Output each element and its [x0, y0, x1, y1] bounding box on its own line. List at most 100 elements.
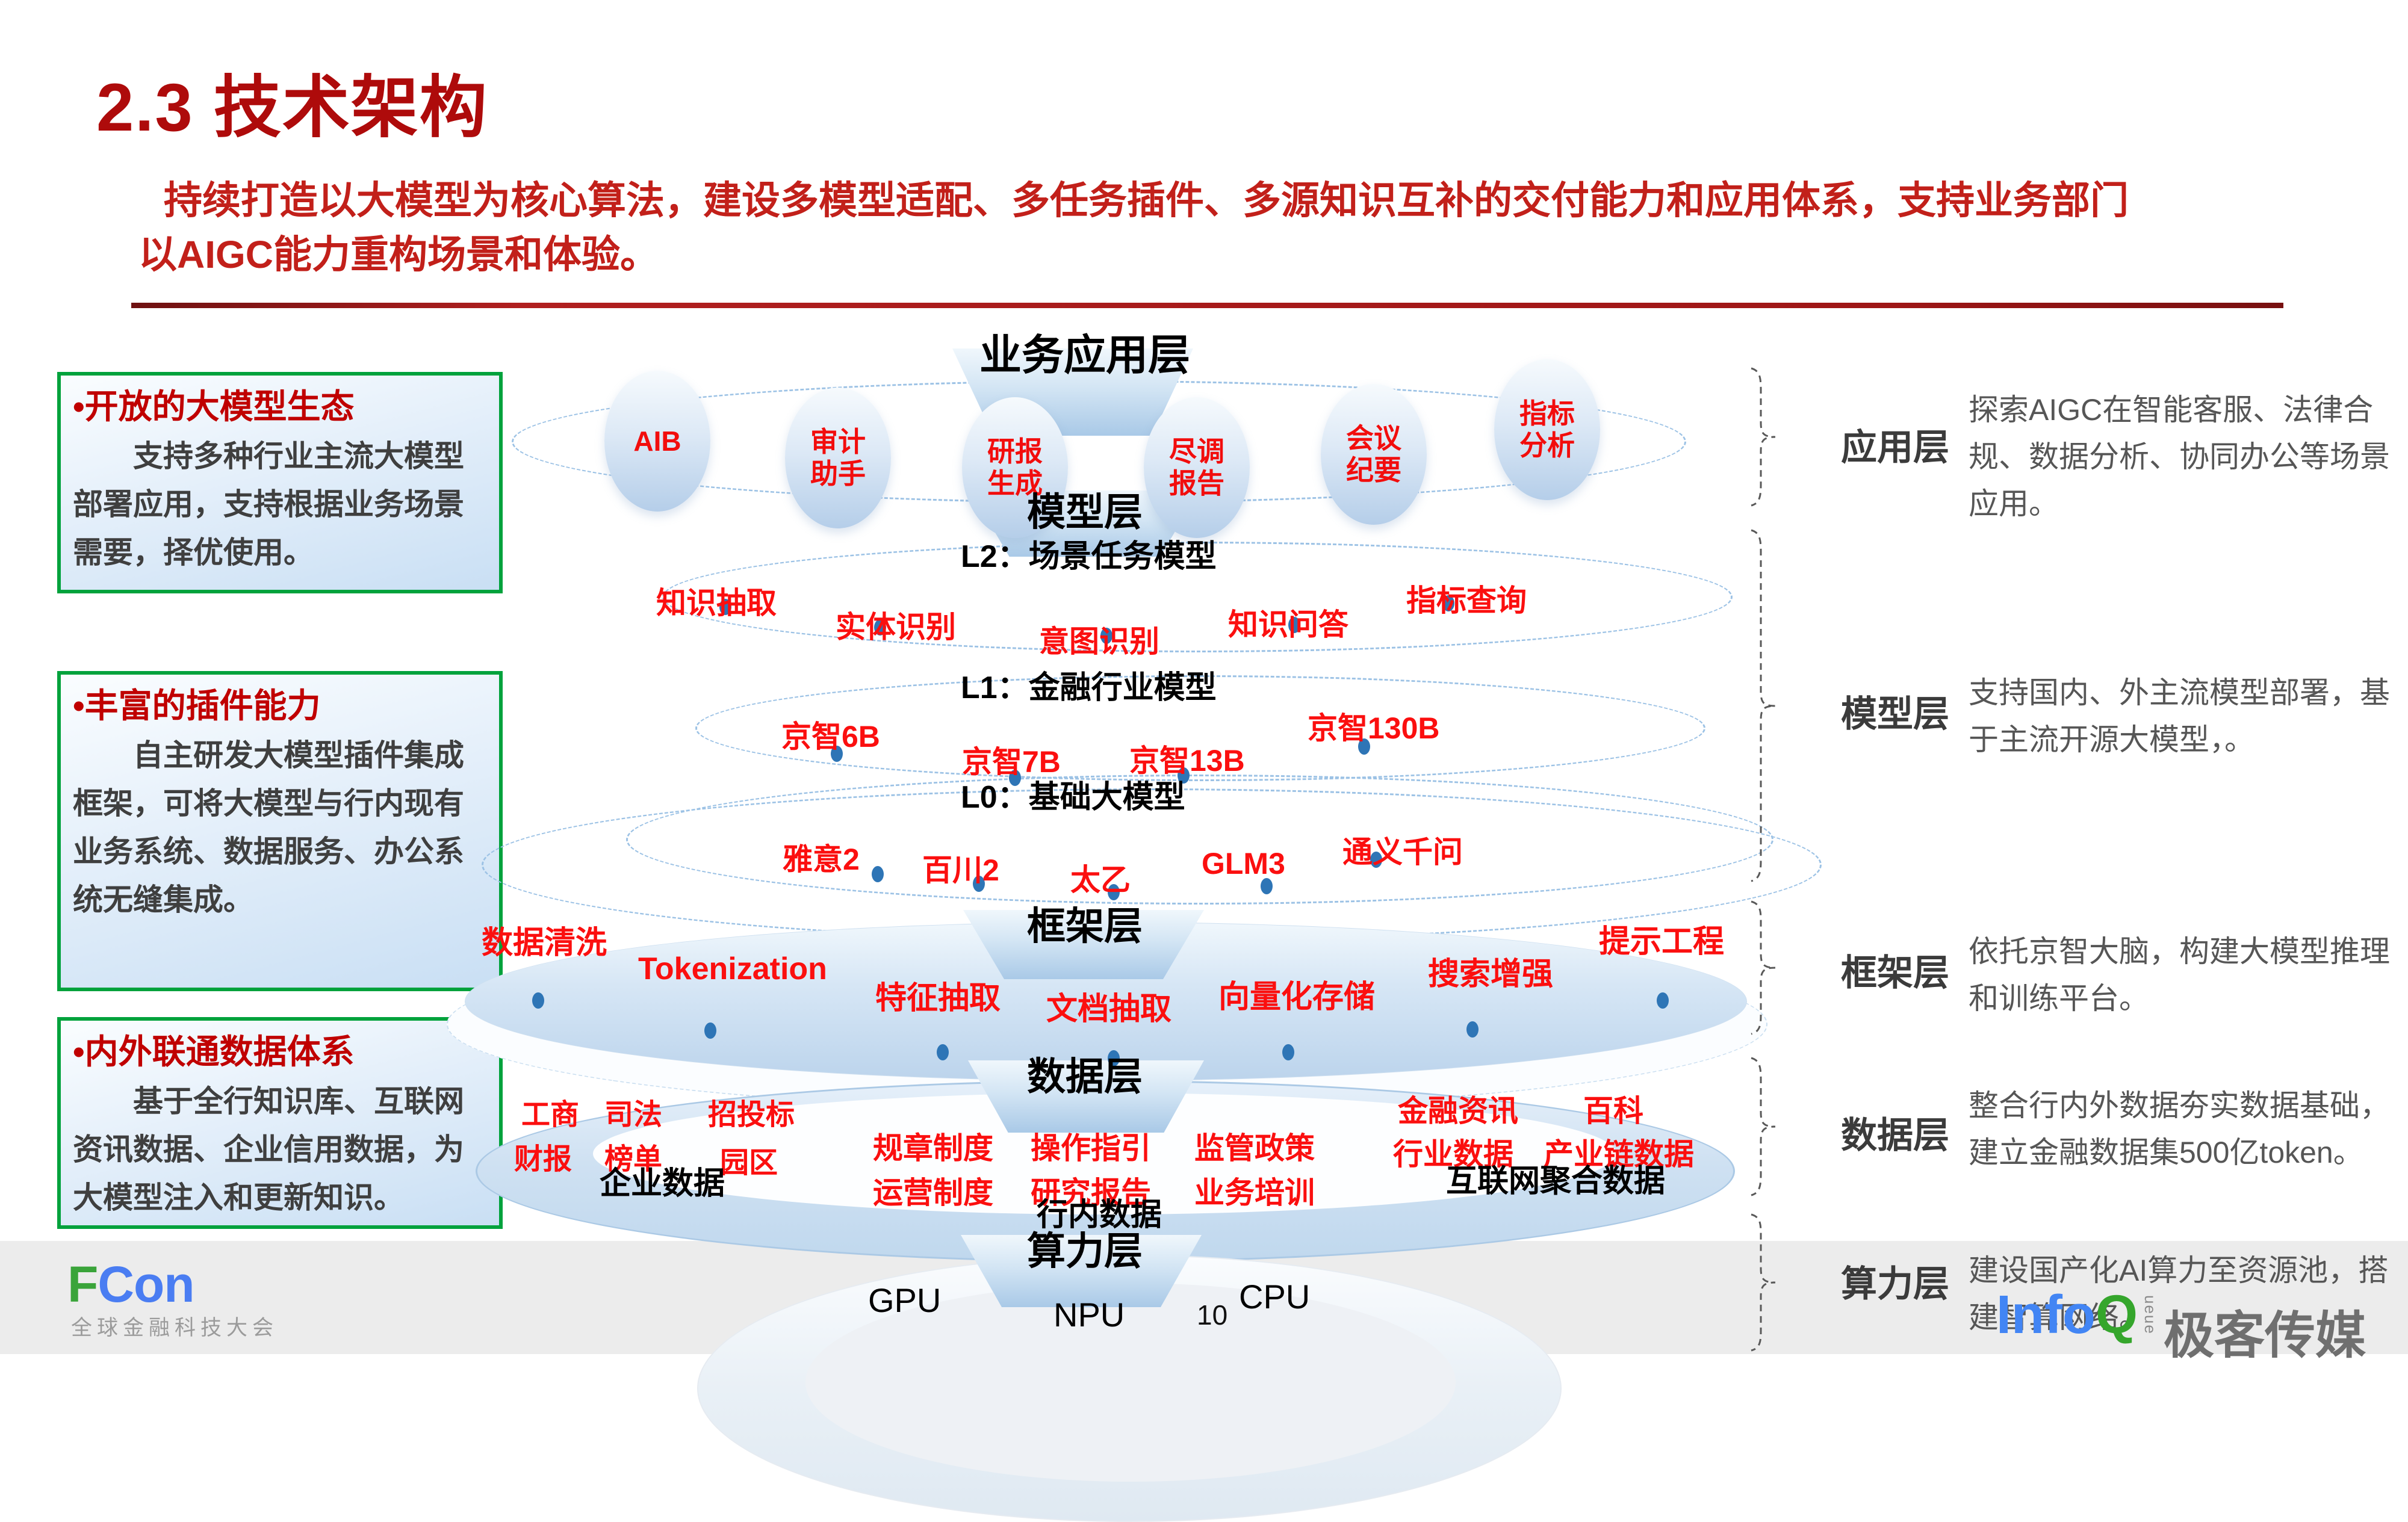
data-layer-trapezoid — [968, 1060, 1204, 1133]
node-dot — [1466, 1021, 1479, 1038]
data-item-internal: 业务培训 — [1194, 1176, 1315, 1210]
info-box-model-ecosystem: •开放的大模型生态 支持多种行业主流大模型部署应用，支持根据业务场景需要，择优使… — [57, 372, 503, 593]
info-box-body: 支持多种行业主流大模型部署应用，支持根据业务场景需要，择优使用。 — [73, 439, 464, 569]
node-dot — [937, 1044, 949, 1060]
app-ellipse-report-generation: 研报生成 — [962, 397, 1068, 538]
right-label-compute: 算力层 — [1841, 1264, 1949, 1304]
brace-model-layer — [1751, 529, 1776, 882]
data-item-enterprise: 榜单 — [604, 1143, 663, 1175]
data-item-internet: 产业链数据 — [1544, 1137, 1694, 1171]
node-dot — [1178, 767, 1190, 784]
page-number: 10 — [1197, 1299, 1228, 1331]
framework-item: 提示工程 — [1599, 924, 1725, 959]
data-item-internet: 百科 — [1583, 1094, 1643, 1128]
model-layer-label: 模型层 — [1027, 490, 1143, 534]
compute-item-gpu: GPU — [868, 1281, 942, 1319]
data-item-internal: 操作指引 — [1031, 1131, 1151, 1165]
framework-item: 数据清洗 — [482, 926, 607, 961]
framework-item: 搜索增强 — [1428, 957, 1554, 992]
node-dot — [1282, 1044, 1294, 1060]
info-box-body: 基于全行知识库、互联网资讯数据、企业信用数据，为大模型注入和更新知识。 — [73, 1084, 464, 1214]
data-item-internal: 运营制度 — [873, 1176, 993, 1210]
data-item-internet: 行业数据 — [1393, 1137, 1513, 1171]
brace-data-layer — [1751, 1057, 1776, 1196]
node-dot — [1108, 884, 1120, 900]
node-dot — [1100, 628, 1112, 644]
data-item-enterprise: 司法 — [604, 1099, 663, 1131]
infoq-logo-q: Q — [2095, 1285, 2138, 1345]
l2-item: 意图识别 — [1039, 625, 1159, 658]
l0-item: GLM3 — [1202, 847, 1285, 880]
subtitle-line-2: 以AIGC能力重构场景和体验。 — [138, 233, 659, 276]
right-label-framework: 框架层 — [1841, 953, 1949, 993]
infoq-brand-name: 极客传媒 — [2164, 1307, 2366, 1364]
l0-title: L0：基础大模型 — [961, 780, 1185, 815]
node-dot — [1009, 770, 1021, 786]
framework-layer-trapezoid — [963, 910, 1204, 979]
compute-item-cpu: CPU — [1239, 1278, 1311, 1316]
node-dot — [719, 599, 731, 615]
right-desc-application: 探索AIGC在智能客服、法律合规、数据分析、协同办公等场景应用。 — [1969, 393, 2390, 521]
app-label: 审计助手 — [810, 426, 866, 489]
node-dot — [1108, 1050, 1120, 1066]
l1-item: 京智130B — [1308, 711, 1440, 745]
app-ellipse-aib: AIB — [604, 371, 710, 512]
l2-item: 知识抽取 — [656, 586, 777, 620]
data-item-enterprise: 财报 — [514, 1143, 573, 1175]
app-ellipse-indicator-analysis: 指标分析 — [1494, 359, 1600, 500]
l2-item: 指标查询 — [1406, 584, 1527, 617]
node-dot — [1288, 617, 1300, 633]
node-dot — [874, 619, 886, 636]
node-dot — [1442, 595, 1454, 611]
brace-compute-layer — [1751, 1213, 1776, 1352]
app-label: 研报生成 — [987, 436, 1043, 499]
data-item-internal: 研究报告 — [1031, 1176, 1151, 1210]
data-item-enterprise: 工商 — [521, 1099, 580, 1131]
business-layer-label: 业务应用层 — [979, 332, 1190, 379]
data-group-label-internet: 互联网聚合数据 — [1446, 1164, 1666, 1199]
title-divider — [131, 303, 2283, 308]
info-box-body: 自主研发大模型插件集成框架，可将大模型与行内现有业务系统、数据服务、办公系统无缝… — [73, 738, 464, 917]
info-box-title: •丰富的插件能力 — [73, 687, 321, 725]
app-ellipse-audit-assistant: 审计助手 — [785, 388, 891, 528]
compute-layer-label: 算力层 — [1027, 1230, 1143, 1273]
compute-item-npu: NPU — [1054, 1296, 1125, 1334]
app-label: 指标分析 — [1519, 398, 1575, 461]
node-dot — [872, 866, 884, 882]
subtitle-line-1: 持续打造以大模型为核心算法，建设多模型适配、多任务插件、多源知识互补的交付能力和… — [164, 179, 2129, 222]
fcon-logo-con: Con — [98, 1256, 194, 1313]
right-label-model: 模型层 — [1841, 694, 1949, 734]
data-item-internet: 金融资讯 — [1398, 1094, 1518, 1128]
data-group-label-enterprise: 企业数据 — [600, 1166, 725, 1201]
fcon-tagline: 全球金融科技大会 — [71, 1316, 279, 1340]
app-ellipse-meeting-minutes: 会议纪要 — [1321, 384, 1427, 525]
brace-application-layer — [1751, 367, 1776, 507]
fcon-logo: FCon — [67, 1255, 195, 1314]
l2-ellipse — [662, 542, 1733, 652]
infoq-logo-info: Info — [1996, 1285, 2096, 1345]
l1-item: 京智6B — [781, 720, 880, 753]
app-label: 尽调报告 — [1168, 436, 1224, 499]
right-label-application: 应用层 — [1841, 427, 1949, 468]
info-box-title: •开放的大模型生态 — [73, 388, 355, 425]
l1-item: 京智7B — [962, 745, 1061, 779]
l0-item: 百川2 — [922, 853, 999, 887]
node-dot — [973, 876, 985, 892]
node-dot — [532, 992, 544, 1009]
infoq-logo: InfoQ — [1996, 1284, 2138, 1346]
node-dot — [1358, 738, 1370, 755]
app-label: AIB — [633, 425, 681, 457]
l2-item: 知识问答 — [1228, 608, 1348, 642]
node-dot — [1657, 992, 1669, 1009]
framework-item: 特征抽取 — [875, 981, 1001, 1016]
infoq-logo-ueue: ueue — [2141, 1295, 2159, 1335]
framework-item: 文档抽取 — [1046, 992, 1172, 1027]
node-dot — [831, 746, 843, 762]
app-ellipse-due-diligence: 尽调报告 — [1144, 397, 1250, 538]
l1-item: 京智13B — [1129, 744, 1245, 778]
fcon-logo-f: F — [67, 1256, 98, 1313]
framework-item: Tokenization — [638, 951, 827, 986]
node-dot — [1370, 852, 1382, 868]
l2-item: 实体识别 — [836, 610, 956, 644]
data-group-label-internal: 行内数据 — [1037, 1198, 1162, 1233]
